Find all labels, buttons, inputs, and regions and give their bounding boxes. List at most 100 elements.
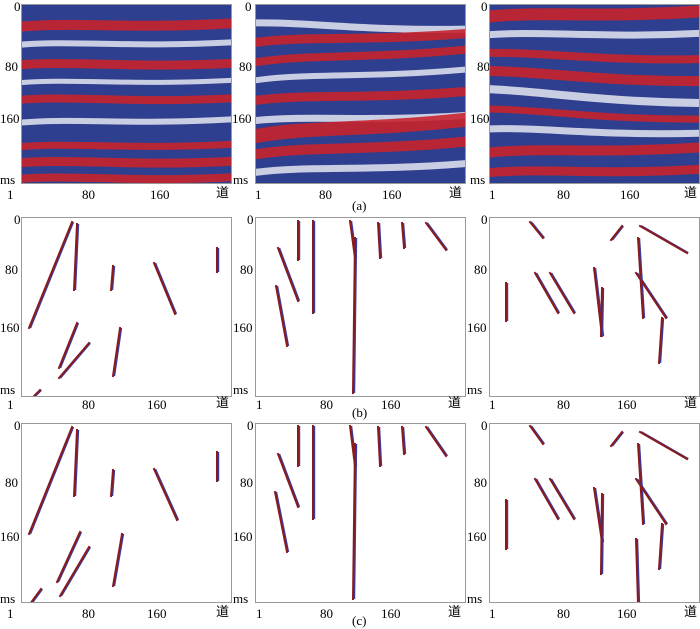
fault-stick-shadow [353,443,358,600]
fault-stick [599,492,604,576]
reflector-band-white [256,66,465,84]
fault-stick [109,468,115,498]
fault-stick-shadow [402,222,407,249]
y-tick-160: 160 [470,111,490,126]
reflector-band-white [256,19,465,33]
y-tick-80: 80 [474,475,487,490]
fault-stick [424,221,448,252]
fault-stick [351,442,357,601]
fault-stick [548,271,576,315]
x-tick-160: 160 [147,397,167,412]
x-unit: 道 [216,604,230,619]
fault-stick-shadow [113,327,123,377]
fault-stick [57,321,79,370]
reflector-band-red [22,173,231,183]
x-tick-160: 160 [381,397,401,412]
x-tick-1: 1 [489,397,496,412]
x-tick-160: 160 [620,187,640,202]
y-tick-80: 80 [477,59,490,74]
y-unit: ms [0,591,16,606]
y-tick-80: 80 [240,475,253,490]
fault-stick [276,246,300,303]
reflector-band-white [490,125,699,138]
x-tick-1: 1 [489,606,496,621]
y-tick-80: 80 [239,59,252,74]
fault-stick [274,284,289,348]
fault-stick-shadow [378,426,383,467]
y-tick-0: 0 [247,212,254,227]
y-tick-80: 80 [240,262,253,277]
reflector-band-red [22,58,231,70]
y-tick-0: 0 [481,418,488,433]
y-tick-80: 80 [5,59,18,74]
y-unit: ms [0,382,16,397]
fault-stick [528,220,545,240]
x-unit: 道 [449,185,463,200]
fault-stick-shadow [535,478,561,520]
x-tick-80: 80 [82,187,95,202]
fault-stick-shadow [154,262,178,315]
y-tick-160: 160 [0,320,20,335]
reflector-band-white [22,39,231,48]
fault-stick [58,545,91,598]
fault-stick [376,221,382,260]
fault-stick-shadow [378,222,383,259]
fault-stick [609,224,624,242]
y-tick-0: 0 [481,212,488,227]
fault-stick [400,425,406,456]
fault-stick [657,316,664,365]
fault-stick-shadow [636,538,641,602]
y-tick-0: 0 [245,0,252,14]
x-unit: 道 [684,185,698,200]
reflector-band-red [22,94,231,105]
x-unit: 道 [684,604,698,619]
seismic-panel-1 [21,4,232,184]
fault-stick-shadow [550,272,577,314]
caption-a: (a) [352,198,367,213]
fault-stick-shadow [601,287,605,337]
y-tick-160: 160 [0,111,20,126]
fault-stick [27,220,74,330]
fault-panel-b1 [21,217,232,397]
x-tick-1: 1 [256,606,263,621]
fault-stick-shadow [60,546,92,597]
reflector-band-white [256,160,465,176]
y-unit: ms [467,382,483,397]
reflector-band-red [490,142,699,158]
reflector-band-red [22,140,231,151]
fault-panel-b3 [489,217,700,397]
reflector-band-red [256,136,465,160]
fault-stick [528,424,545,446]
fault-stick-shadow [659,523,665,570]
fault-stick-shadow [57,531,83,583]
fault-stick [57,341,91,380]
reflector-band-white [490,85,699,107]
x-tick-160: 160 [150,187,170,202]
fault-stick [276,452,300,509]
fault-stick [657,522,664,571]
reflector-band-white [22,116,231,126]
fault-stick-shadow [154,468,180,521]
reflector-band-red [490,48,699,64]
fault-panel-c3 [489,423,700,603]
fault-stick [599,286,604,338]
fault-panel-b2 [255,217,466,397]
fault-stick-shadow [111,469,116,497]
y-unit: ms [470,172,486,187]
y-tick-160: 160 [467,320,487,335]
fault-stick [634,537,639,602]
fault-stick [548,477,576,521]
fault-stick [533,271,560,315]
caption-c: (c) [352,613,367,628]
fault-stick [400,221,406,250]
fault-stick-shadow [550,478,577,520]
fault-stick [634,477,668,526]
y-tick-80: 80 [5,262,18,277]
fault-panel-c1 [21,423,232,603]
y-unit: ms [233,382,249,397]
reflector-band-red [490,5,699,23]
reflector-band-red [256,87,465,105]
x-tick-80: 80 [557,606,570,621]
fault-stick [609,430,624,448]
fault-stick [638,430,689,461]
